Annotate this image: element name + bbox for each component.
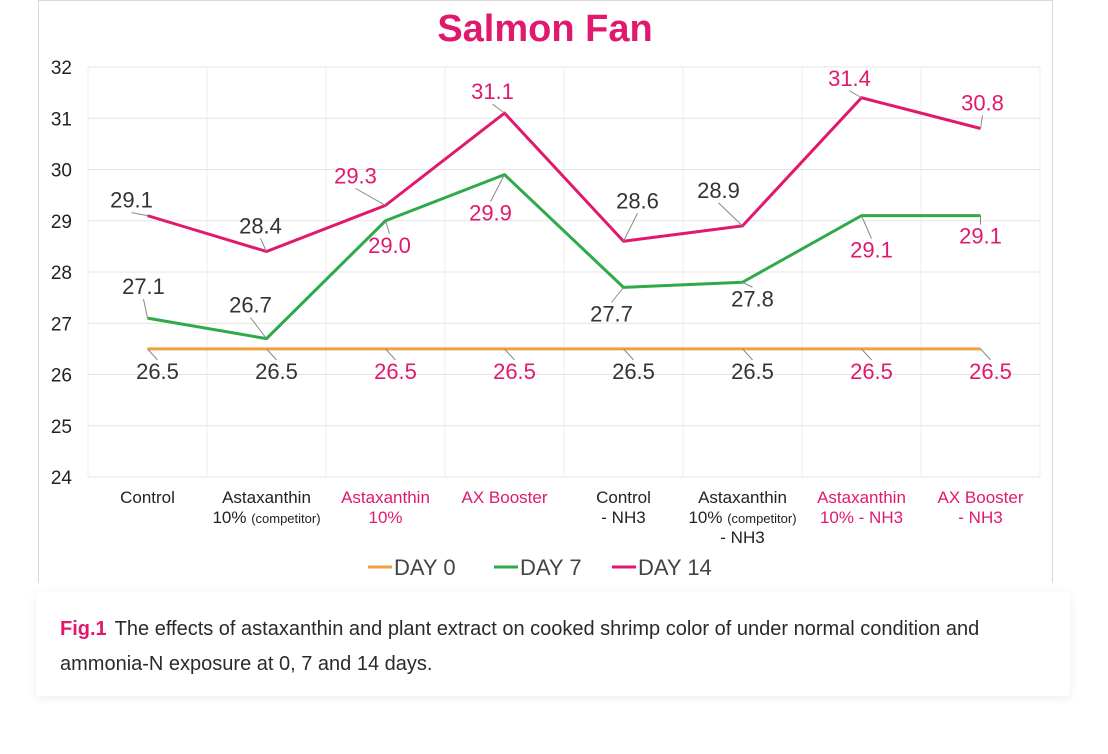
x-tick-label: Control — [120, 488, 175, 507]
data-label-leader — [143, 299, 148, 319]
y-tick-label: 27 — [51, 314, 72, 335]
y-tick-label: 30 — [51, 161, 72, 182]
data-label-leader — [742, 281, 753, 288]
data-label: 31.1 — [471, 79, 514, 104]
data-label: 26.5 — [731, 359, 774, 384]
data-label: 29.1 — [850, 238, 893, 263]
y-tick-label: 25 — [51, 417, 72, 438]
caption-body: The effects of astaxanthin and plant ext… — [60, 618, 980, 675]
data-label: 26.5 — [493, 359, 536, 384]
x-tick-label: 10% (competitor) — [688, 508, 796, 527]
data-label-leader — [742, 348, 753, 361]
data-label-leader — [718, 202, 743, 227]
y-tick-label: 24 — [51, 468, 73, 489]
data-label-leader — [131, 212, 148, 217]
figure-caption: Fig.1 The effects of astaxanthin and plan… — [36, 592, 1070, 696]
data-label: 30.8 — [961, 91, 1004, 116]
x-tick-label: - NH3 — [601, 508, 645, 527]
x-tick-label: Astaxanthin — [698, 488, 787, 507]
data-label: 26.5 — [969, 359, 1012, 384]
data-label: 29.9 — [469, 201, 512, 226]
x-tick-label: - NH3 — [958, 508, 1002, 527]
x-tick-label: 10% — [368, 508, 402, 527]
data-label: 27.1 — [122, 274, 165, 299]
data-label: 26.7 — [229, 293, 272, 318]
data-label: 27.8 — [731, 286, 774, 311]
data-label-leader — [623, 213, 638, 242]
y-tick-label: 29 — [51, 212, 72, 233]
legend-label: DAY 14 — [638, 555, 712, 580]
data-label: 28.6 — [616, 188, 659, 213]
data-label: 29.1 — [110, 188, 153, 213]
data-label: 27.7 — [590, 301, 633, 326]
legend-label: DAY 7 — [520, 555, 582, 580]
data-label-leader — [492, 103, 505, 114]
x-tick-label: AX Booster — [938, 488, 1024, 507]
legend-label: DAY 0 — [394, 555, 456, 580]
figure-label: Fig.1 — [60, 618, 107, 640]
x-tick-label: Astaxanthin — [222, 488, 311, 507]
data-label: 26.5 — [612, 359, 655, 384]
x-tick-label: - NH3 — [720, 528, 764, 547]
x-tick-label: 10% - NH3 — [820, 508, 903, 527]
line-chart: Salmon Fan 24 25 26 27 28 29 30 31 32 Control Astax… — [51, 8, 1041, 580]
data-label: 26.5 — [255, 359, 298, 384]
data-label-leader — [385, 348, 396, 361]
data-label: 31.4 — [828, 66, 871, 91]
data-label-leader — [861, 215, 872, 239]
data-label: 26.5 — [136, 359, 179, 384]
data-label-leader — [849, 90, 862, 99]
x-tick-label: Control — [596, 488, 651, 507]
caption-text-block: Fig.1 The effects of astaxanthin and plan… — [60, 612, 1050, 682]
chart-title: Salmon Fan — [437, 8, 652, 50]
data-label-leader — [147, 348, 158, 361]
x-tick-label: Astaxanthin — [341, 488, 430, 507]
data-label-leader — [260, 238, 267, 252]
data-label-leader — [611, 287, 624, 303]
data-label-leader — [980, 115, 983, 129]
data-label-leader — [490, 174, 505, 202]
data-label: 28.4 — [239, 214, 282, 239]
x-tick-label: Astaxanthin — [817, 488, 906, 507]
data-label-leader — [385, 220, 390, 234]
data-label-leader — [504, 348, 515, 361]
x-tick-label: 10% (competitor) — [212, 508, 320, 527]
y-tick-label: 28 — [51, 263, 72, 284]
data-label: 26.5 — [850, 359, 893, 384]
data-label: 29.3 — [334, 163, 377, 188]
y-tick-label: 26 — [51, 366, 72, 387]
y-tick-label: 31 — [51, 109, 72, 130]
series-line-day-7 — [147, 173, 981, 341]
data-label: 26.5 — [374, 359, 417, 384]
y-tick-label: 32 — [51, 58, 72, 79]
data-label: 29.0 — [368, 233, 411, 258]
data-label-leader — [623, 348, 634, 361]
series-line-day-14 — [147, 96, 981, 253]
data-label-leader — [980, 348, 991, 361]
data-label-leader — [861, 348, 872, 361]
data-label-leader — [355, 187, 386, 206]
data-label-leader — [266, 348, 277, 361]
data-label: 28.9 — [697, 178, 740, 203]
data-label-leader — [250, 317, 267, 339]
x-tick-label: AX Booster — [462, 488, 548, 507]
data-label: 29.1 — [959, 224, 1002, 249]
